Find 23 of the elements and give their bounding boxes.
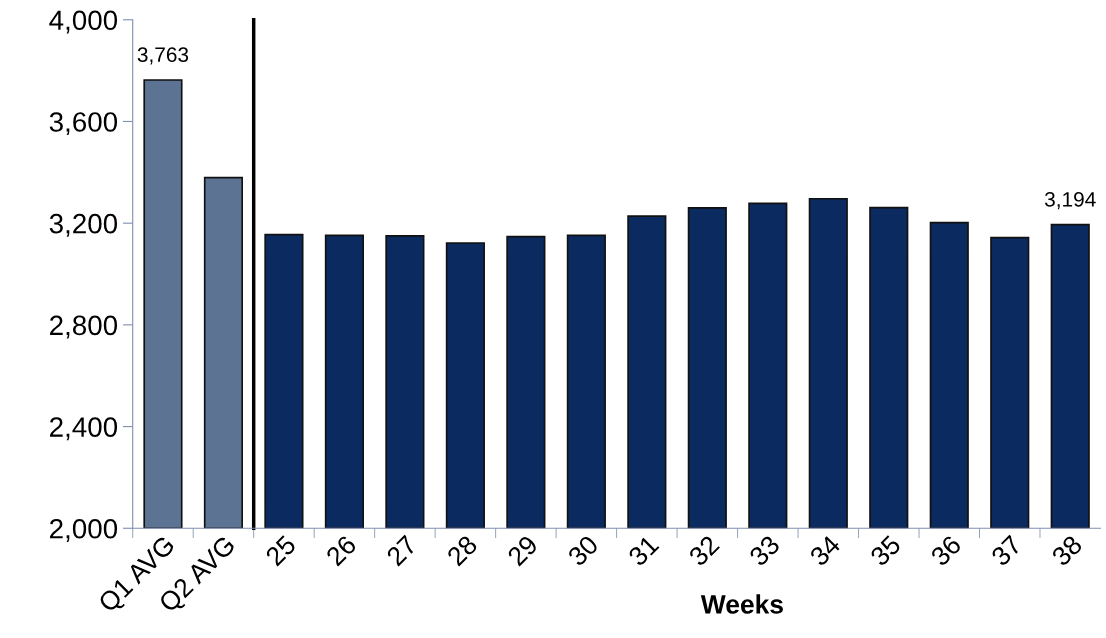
- x-axis-title: Weeks: [700, 594, 783, 614]
- x-tick-label: 35: [869, 534, 902, 567]
- x-tick-label: 37: [990, 534, 1023, 567]
- data-label: 3,763: [137, 47, 189, 65]
- y-tick-label: 2,800: [50, 315, 118, 339]
- x-tick-label: 29: [506, 534, 539, 567]
- x-tick-label: 34: [808, 534, 842, 567]
- x-tick-label: 25: [264, 534, 297, 567]
- y-tick-label: 3,600: [49, 112, 118, 136]
- data-label: 3,194: [1044, 191, 1096, 210]
- x-tick-label: 30: [566, 534, 600, 567]
- x-tick-label: 38: [1050, 534, 1084, 567]
- x-tick-label: 36: [929, 534, 963, 567]
- x-tick-label: 26: [325, 534, 358, 567]
- y-tick-label: 2,400: [50, 417, 118, 441]
- x-tick-label: 28: [446, 534, 479, 567]
- y-tick-label: 3,200: [49, 213, 118, 237]
- x-tick-label: 31: [627, 534, 660, 567]
- x-tick-label: 33: [748, 534, 781, 567]
- x-tick-label: 27: [385, 534, 418, 567]
- y-tick-label: 4,000: [49, 10, 118, 34]
- x-tick-label: 32: [687, 534, 721, 567]
- y-tick-label: 2,000: [50, 518, 118, 542]
